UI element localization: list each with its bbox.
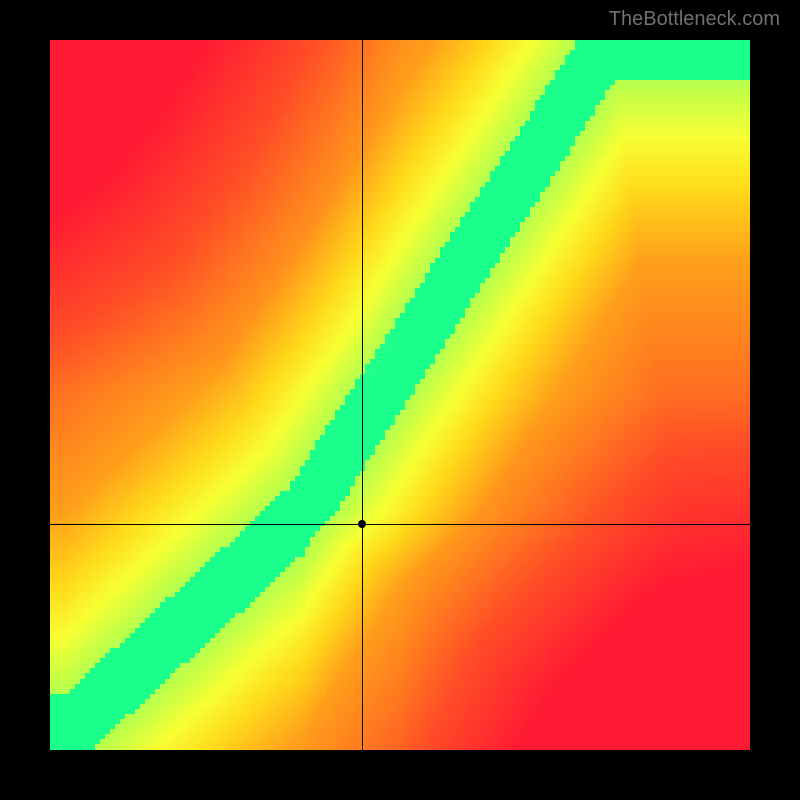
crosshair-marker xyxy=(358,520,366,528)
watermark-text: TheBottleneck.com xyxy=(609,8,780,31)
heatmap-chart xyxy=(50,40,750,750)
crosshair-vertical xyxy=(362,40,363,750)
crosshair-horizontal xyxy=(50,524,750,525)
heatmap-canvas xyxy=(50,40,750,750)
